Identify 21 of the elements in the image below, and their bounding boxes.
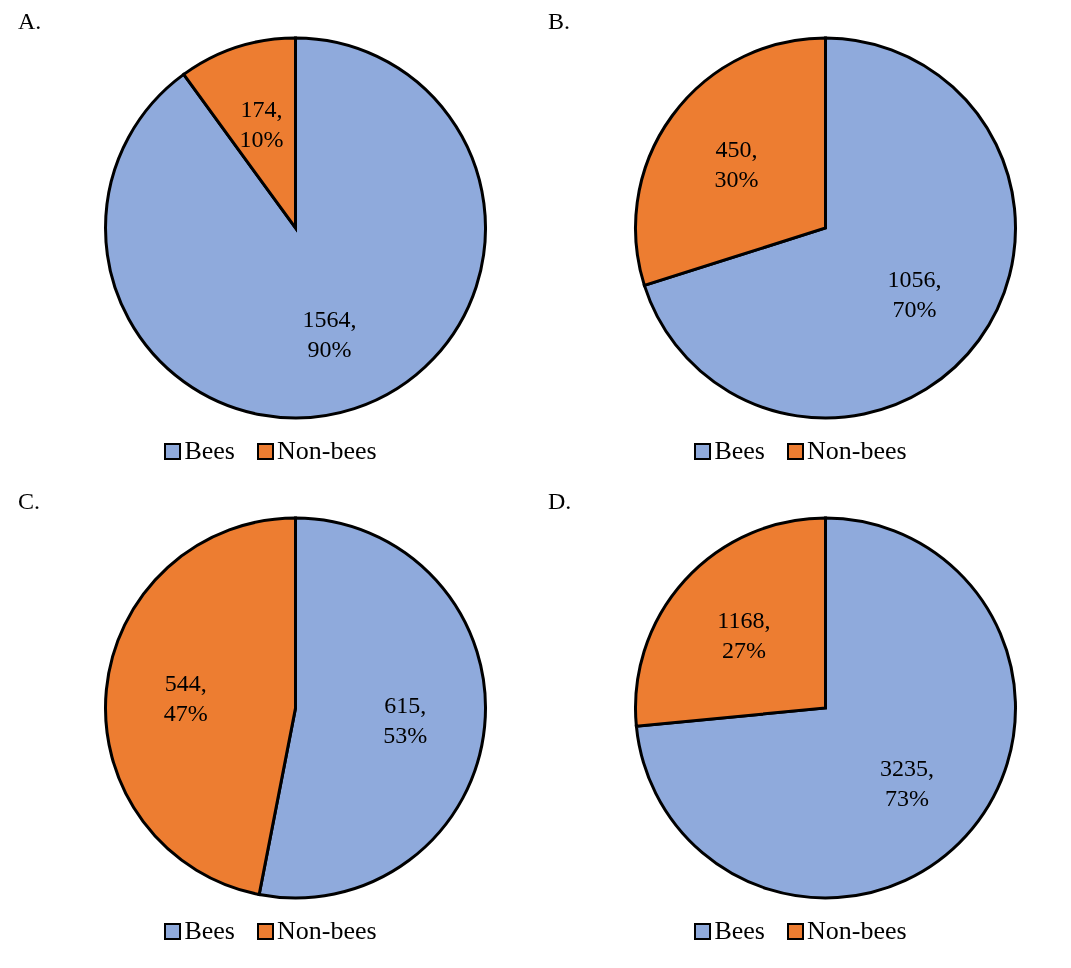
pie-slice (634, 516, 1017, 900)
legend-label: Bees (714, 916, 765, 946)
chart-title: C. (18, 488, 41, 515)
legend-label: Non-bees (276, 436, 377, 466)
data-label: 3235, 73% (880, 755, 935, 812)
legend-label: Non-bees (276, 916, 377, 946)
chart-title: B. (548, 8, 571, 35)
legend-label: Non-bees (806, 916, 907, 946)
chart-title: D. (548, 488, 572, 515)
data-label: 1564, 90% (302, 305, 357, 362)
data-label: 615, 53% (383, 691, 428, 748)
data-label: 174, 10% (239, 96, 284, 153)
data-label: 1168, 27% (717, 606, 771, 663)
chart-title: A. (18, 8, 42, 35)
data-label: 544, 47% (163, 670, 208, 727)
data-label: 450, 30% (714, 135, 759, 192)
legend-label: Non-bees (806, 436, 907, 466)
legend-label: Bees (184, 916, 235, 946)
legend-label: Bees (714, 436, 765, 466)
data-label: 1056, 70% (887, 266, 942, 323)
legend-label: Bees (184, 436, 235, 466)
